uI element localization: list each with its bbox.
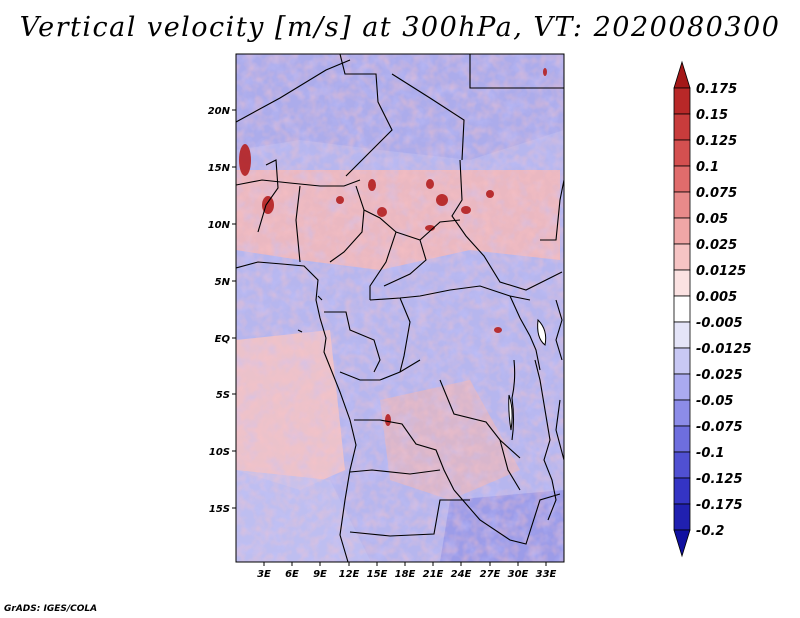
colorbar-swatch: [673, 373, 691, 401]
colorbar-label: -0.025: [696, 368, 743, 383]
colorbar-label: 0.0125: [696, 264, 746, 279]
colorbar-label: 0.005: [696, 290, 737, 305]
lat-tick-label: 15S: [209, 504, 230, 515]
lon-tick-label: 6E: [285, 569, 299, 580]
longitude-axis: 3E 6E 9E 12E 15E 18E 21E 24E 27E 30E 33E: [257, 562, 557, 580]
colorbar-swatch: [673, 60, 691, 89]
colorbar-swatch: [673, 165, 691, 193]
plot-frame: [235, 53, 565, 563]
lat-tick-label: 20N: [208, 106, 231, 117]
colorbar-swatch: [673, 451, 691, 479]
vertical-velocity-field: [236, 54, 564, 562]
lat-tick-label: 5S: [216, 390, 230, 401]
lon-tick-label: 30E: [508, 569, 529, 580]
colorbar-swatch: [673, 295, 691, 323]
lon-tick-label: 3E: [257, 569, 271, 580]
colorbar-label: -0.2: [696, 524, 724, 539]
colorbar-label: -0.005: [696, 316, 743, 331]
colorbar-label: -0.05: [696, 394, 733, 409]
colorbar-swatch: [673, 139, 691, 167]
colorbar-swatch: [673, 529, 691, 558]
lon-tick-label: 24E: [451, 569, 472, 580]
colorbar-swatch: [673, 347, 691, 375]
colorbar-swatch: [673, 399, 691, 427]
lon-tick-label: 21E: [423, 569, 444, 580]
lat-tick-label: 5N: [215, 277, 231, 288]
colorbar-label: 0.075: [696, 186, 737, 201]
lat-tick-label: 10S: [209, 447, 230, 458]
colorbar-label: 0.15: [696, 108, 728, 123]
colorbar-label: -0.1: [696, 446, 724, 461]
colorbar: 0.175 0.15 0.125 0.1 0.075 0.05 0.025 0.0125 0.0…: [673, 60, 752, 558]
lat-tick-label: 15N: [208, 163, 231, 174]
colorbar-label: 0.125: [696, 134, 737, 149]
map-title: Vertical velocity [m/s] at 300hPa, VT: 2…: [19, 12, 781, 43]
colorbar-swatch: [673, 269, 691, 297]
colorbar-label: 0.1: [696, 160, 719, 175]
colorbar-swatch: [673, 321, 691, 349]
lon-tick-label: 27E: [480, 569, 501, 580]
colorbar-swatch: [673, 425, 691, 453]
colorbar-label: 0.05: [696, 212, 728, 227]
colorbar-label: 0.175: [696, 82, 737, 97]
lon-tick-label: 18E: [395, 569, 416, 580]
lat-tick-label: 10N: [208, 220, 231, 231]
colorbar-label: -0.0125: [696, 342, 752, 357]
lat-tick-label: EQ: [215, 334, 231, 345]
latitude-axis: 20N 15N 10N 5N EQ 5S 10S 15S: [208, 106, 236, 515]
country-borders: [236, 54, 564, 562]
lon-tick-label: 33E: [536, 569, 557, 580]
lon-tick-label: 15E: [367, 569, 388, 580]
colorbar-swatch: [673, 477, 691, 505]
colorbar-swatch: [673, 87, 691, 115]
colorbar-swatch: [673, 503, 691, 531]
colorbar-swatch: [673, 243, 691, 271]
colorbar-label: 0.025: [696, 238, 737, 253]
grads-credit: GrADS: IGES/COLA: [4, 604, 98, 614]
lon-tick-label: 9E: [313, 569, 327, 580]
colorbar-label: -0.175: [696, 498, 743, 513]
colorbar-swatch: [673, 217, 691, 245]
colorbar-label: -0.125: [696, 472, 743, 487]
colorbar-swatch: [673, 191, 691, 219]
lon-tick-label: 12E: [339, 569, 360, 580]
colorbar-label: -0.075: [696, 420, 743, 435]
colorbar-swatch: [673, 113, 691, 141]
